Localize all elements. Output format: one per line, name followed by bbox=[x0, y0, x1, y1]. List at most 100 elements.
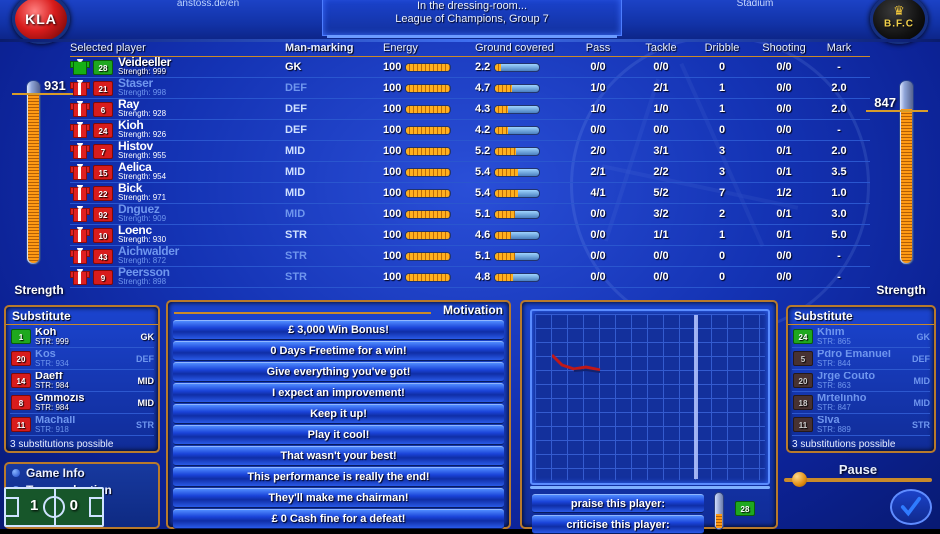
substitute-strength: STR: 847 bbox=[817, 402, 851, 412]
ground-covered-cell: 5.4 bbox=[475, 166, 567, 178]
player-position[interactable]: GK bbox=[285, 61, 302, 73]
motivation-button-list: £ 3,000 Win Bonus! 0 Days Freetime for a … bbox=[173, 320, 504, 530]
criticise-player-button[interactable]: criticise this player: bbox=[532, 515, 704, 534]
player-position[interactable]: MID bbox=[285, 187, 306, 199]
score-away: 0 bbox=[69, 497, 78, 514]
shirt-number-icon: 92 bbox=[92, 206, 114, 223]
player-cell[interactable]: 28 Veideeller Strength: 999 bbox=[70, 56, 285, 76]
energy-cell: 100 bbox=[383, 250, 475, 262]
substitute-row[interactable]: 8 Gmmozis STR: 984 MID bbox=[10, 392, 154, 414]
motivation-button[interactable]: 0 Days Freetime for a win! bbox=[173, 341, 504, 361]
ground-covered-bar bbox=[494, 272, 541, 282]
player-position[interactable]: DEF bbox=[285, 124, 307, 136]
mark-value: - bbox=[837, 250, 841, 262]
motivation-button[interactable]: I expect an improvement! bbox=[173, 383, 504, 403]
table-row[interactable]: 21 Staser Strength: 998 DEF 100 4.7 1/0 2/1 1 0/0… bbox=[70, 77, 870, 99]
shirt-number-icon: 10 bbox=[92, 227, 114, 244]
table-row[interactable]: 22 Bick Strength: 971 MID 100 5.4 4/1 5/2 7 1/2 1.… bbox=[70, 182, 870, 204]
pass-value: 4/1 bbox=[590, 187, 606, 199]
confirm-button[interactable] bbox=[890, 489, 932, 525]
col-tackle: Tackle bbox=[645, 42, 677, 54]
menu-item-game-info[interactable]: Game Info bbox=[6, 464, 158, 481]
speed-slider-track[interactable] bbox=[784, 472, 932, 487]
ground-covered-value: 5.1 bbox=[475, 250, 491, 262]
shirt-number-icon: 1 bbox=[10, 328, 32, 345]
energy-value: 100 bbox=[383, 250, 402, 262]
praise-player-button[interactable]: praise this player: bbox=[532, 494, 704, 513]
speed-slider-knob[interactable] bbox=[792, 472, 807, 487]
shooting-value: 0/1 bbox=[776, 145, 792, 157]
player-cell[interactable]: 6 Ray Strength: 928 bbox=[70, 98, 285, 118]
player-position[interactable]: MID bbox=[285, 166, 306, 178]
table-row[interactable]: 10 Loenc Strength: 930 STR 100 4.6 0/0 1/1 1 0/1 5… bbox=[70, 224, 870, 246]
substitute-row[interactable]: 14 Daeff STR: 984 MID bbox=[10, 370, 154, 392]
player-cell[interactable]: 21 Staser Strength: 998 bbox=[70, 77, 285, 97]
table-row[interactable]: 6 Ray Strength: 928 DEF 100 4.3 1/0 1/0 1 0/0 2.0 bbox=[70, 98, 870, 120]
mark-value: - bbox=[837, 124, 841, 136]
motivation-button[interactable]: Keep it up! bbox=[173, 404, 504, 424]
player-position[interactable]: MID bbox=[285, 145, 306, 157]
motivation-button[interactable]: That wasn't your best! bbox=[173, 446, 504, 466]
substitute-row[interactable]: 11 Slva STR: 889 STR bbox=[792, 414, 930, 436]
shooting-value: 0/0 bbox=[776, 124, 792, 136]
motivation-button[interactable]: Give everything you've got! bbox=[173, 362, 504, 382]
player-cell[interactable]: 10 Loenc Strength: 930 bbox=[70, 224, 285, 244]
substitute-row[interactable]: 20 Jrge Couto STR: 863 MID bbox=[792, 370, 930, 392]
table-row[interactable]: 24 Kioh Strength: 926 DEF 100 4.2 0/0 0/0 0 0/0 - bbox=[70, 119, 870, 141]
player-position[interactable]: STR bbox=[285, 271, 307, 283]
table-row[interactable]: 43 Aichwalder Strength: 872 STR 100 5.1 0/0 0/0… bbox=[70, 245, 870, 267]
mark-value: - bbox=[837, 271, 841, 283]
mark-value: 5.0 bbox=[831, 229, 847, 241]
player-cell[interactable]: 9 Peersson Strength: 898 bbox=[70, 266, 285, 286]
shirt-icon bbox=[70, 59, 90, 75]
site-link[interactable]: anstoss.de/en bbox=[176, 0, 240, 7]
player-cell[interactable]: 92 Dnguez Strength: 909 bbox=[70, 203, 285, 223]
player-position[interactable]: STR bbox=[285, 229, 307, 241]
motivation-button[interactable]: £ 3,000 Win Bonus! bbox=[173, 320, 504, 340]
player-cell[interactable]: 7 Histov Strength: 955 bbox=[70, 140, 285, 160]
substitute-row[interactable]: 20 Kos STR: 934 DEF bbox=[10, 348, 154, 370]
energy-value: 100 bbox=[383, 103, 402, 115]
substitute-away-title: Substitute bbox=[788, 307, 934, 325]
performance-graph[interactable] bbox=[530, 309, 770, 485]
energy-bar bbox=[405, 146, 452, 156]
motivation-button[interactable]: They'll make me chairman! bbox=[173, 488, 504, 508]
table-row[interactable]: 92 Dnguez Strength: 909 MID 100 5.1 0/0 3/2 2 0/1… bbox=[70, 203, 870, 225]
substitute-row[interactable]: 11 Machall STR: 918 STR bbox=[10, 414, 154, 436]
player-cell[interactable]: 15 Aelica Strength: 954 bbox=[70, 161, 285, 181]
mini-pitch[interactable]: 1 0 bbox=[4, 487, 104, 527]
pause-control[interactable]: Pause bbox=[784, 462, 932, 487]
player-cell[interactable]: 43 Aichwalder Strength: 872 bbox=[70, 245, 285, 265]
energy-value: 100 bbox=[383, 145, 402, 157]
mark-value: 3.0 bbox=[831, 208, 847, 220]
player-position[interactable]: MID bbox=[285, 208, 306, 220]
selected-player-shirt-icon: 28 bbox=[734, 500, 756, 517]
shooting-value: 0/0 bbox=[776, 250, 792, 262]
player-cell[interactable]: 22 Bick Strength: 971 bbox=[70, 182, 285, 202]
substitute-row[interactable]: 24 Khim STR: 865 GK bbox=[792, 326, 930, 348]
substitute-position: GK bbox=[916, 331, 931, 342]
table-row[interactable]: 15 Aelica Strength: 954 MID 100 5.4 2/1 2/2 3 0/1… bbox=[70, 161, 870, 183]
energy-bar bbox=[405, 167, 452, 177]
player-cell[interactable]: 24 Kioh Strength: 926 bbox=[70, 119, 285, 139]
substitute-row[interactable]: 18 Mrtelinho STR: 847 MID bbox=[792, 392, 930, 414]
shooting-value: 0/1 bbox=[776, 229, 792, 241]
table-row[interactable]: 28 Veideeller Strength: 999 GK 100 2.2 0/0 0/0 0… bbox=[70, 56, 870, 78]
substitute-away-list: 24 Khim STR: 865 GK 5 Pdro Emanuel STR: 844 DEF… bbox=[788, 325, 934, 437]
player-strength: Strength: 954 bbox=[118, 172, 167, 181]
motivation-button[interactable]: This performance is really the end! bbox=[173, 467, 504, 487]
ground-covered-value: 2.2 bbox=[475, 61, 491, 73]
player-position[interactable]: DEF bbox=[285, 103, 307, 115]
col-pass: Pass bbox=[585, 42, 611, 54]
substitute-row[interactable]: 1 Koh STR: 999 GK bbox=[10, 326, 154, 348]
motivation-button[interactable]: £ 0 Cash fine for a defeat! bbox=[173, 509, 504, 529]
substitute-row[interactable]: 5 Pdro Emanuel STR: 844 DEF bbox=[792, 348, 930, 370]
dribble-value: 0 bbox=[718, 61, 726, 73]
player-position[interactable]: STR bbox=[285, 250, 307, 262]
motivation-button[interactable]: Play it cool! bbox=[173, 425, 504, 445]
player-position[interactable]: DEF bbox=[285, 82, 307, 94]
table-row[interactable]: 7 Histov Strength: 955 MID 100 5.2 2/0 3/1 3 0/1 2… bbox=[70, 140, 870, 162]
graph-time-cursor[interactable] bbox=[694, 315, 698, 479]
table-row[interactable]: 9 Peersson Strength: 898 STR 100 4.8 0/0 0/0 0 0/… bbox=[70, 266, 870, 288]
away-strength-gauge: 847 Strength bbox=[866, 60, 936, 297]
